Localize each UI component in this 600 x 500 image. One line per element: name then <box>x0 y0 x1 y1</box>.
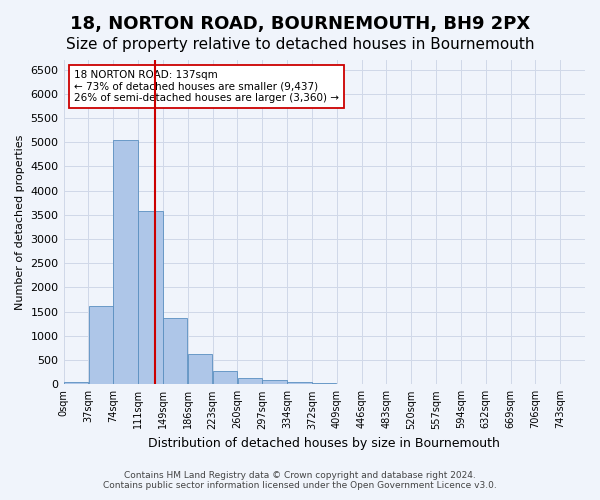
Text: 18, NORTON ROAD, BOURNEMOUTH, BH9 2PX: 18, NORTON ROAD, BOURNEMOUTH, BH9 2PX <box>70 15 530 33</box>
X-axis label: Distribution of detached houses by size in Bournemouth: Distribution of detached houses by size … <box>148 437 500 450</box>
Bar <box>89 306 113 384</box>
Bar <box>163 318 187 384</box>
Bar <box>64 382 88 384</box>
Text: 18 NORTON ROAD: 137sqm
← 73% of detached houses are smaller (9,437)
26% of semi-: 18 NORTON ROAD: 137sqm ← 73% of detached… <box>74 70 339 103</box>
Text: Size of property relative to detached houses in Bournemouth: Size of property relative to detached ho… <box>66 38 534 52</box>
Bar <box>113 140 138 384</box>
Text: Contains HM Land Registry data © Crown copyright and database right 2024.
Contai: Contains HM Land Registry data © Crown c… <box>103 470 497 490</box>
Bar <box>262 380 287 384</box>
Bar <box>213 371 237 384</box>
Bar <box>188 354 212 384</box>
Y-axis label: Number of detached properties: Number of detached properties <box>15 134 25 310</box>
Bar <box>312 383 337 384</box>
Bar <box>238 378 262 384</box>
Bar <box>138 211 163 384</box>
Bar <box>287 382 311 384</box>
